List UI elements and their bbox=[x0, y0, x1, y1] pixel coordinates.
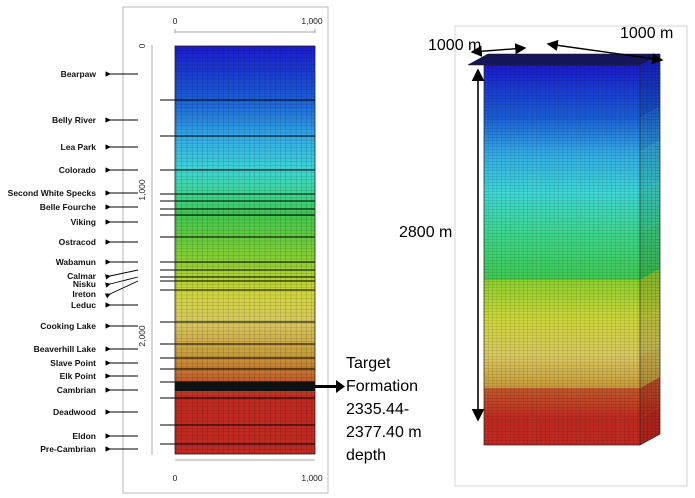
block-side-outline bbox=[639, 54, 661, 446]
formation-label: Pre-Cambrian bbox=[40, 444, 96, 454]
formation-label: Belly River bbox=[52, 115, 97, 125]
target-line-4: 2377.40 m bbox=[346, 424, 422, 441]
block-frame bbox=[454, 25, 688, 487]
formation-label: Ostracod bbox=[59, 237, 96, 247]
formation-label: Belle Fourche bbox=[40, 202, 96, 212]
formation-label: Deadwood bbox=[53, 407, 96, 417]
width-dimension-arrow bbox=[470, 43, 527, 57]
target-formation-band bbox=[175, 382, 315, 391]
depth-dimension-arrow bbox=[546, 39, 664, 65]
depth-axis-tick-0: 0 bbox=[137, 43, 147, 48]
formation-label: Ireton bbox=[72, 289, 96, 299]
block-3d-panel: 1000 m 1000 m 2800 m bbox=[399, 25, 688, 487]
height-label: 2800 m bbox=[399, 224, 452, 241]
block-front-grid bbox=[484, 65, 640, 445]
formation-label: Nisku bbox=[73, 279, 96, 289]
top-axis-tick-1000: 1,000 bbox=[301, 16, 323, 26]
formation-arrow bbox=[104, 280, 139, 299]
formation-label: Colorado bbox=[59, 165, 96, 175]
formation-label: Calmar bbox=[67, 271, 97, 281]
target-arrow-head bbox=[336, 380, 345, 393]
target-line-3: 2335.44- bbox=[346, 401, 409, 418]
formation-label: Leduc bbox=[71, 300, 96, 310]
formation-label: Elk Point bbox=[60, 371, 97, 381]
block-side-grid bbox=[640, 54, 660, 445]
depth-axis-tick-2000: 2,000 bbox=[137, 325, 147, 347]
left-column-panel: 0 1,000 0 1,000 0 1,000 2,000 Bearpaw Bel… bbox=[8, 6, 329, 494]
column-grid bbox=[175, 46, 315, 454]
formation-label: Eldon bbox=[72, 431, 96, 441]
column-outline bbox=[174, 45, 316, 455]
depth-label: 1000 m bbox=[620, 25, 673, 42]
formation-label: Lea Park bbox=[61, 142, 97, 152]
formation-label: Bearpaw bbox=[61, 69, 97, 79]
formation-arrow bbox=[104, 276, 139, 288]
column-horizons bbox=[160, 99, 315, 445]
formation-label: Cooking Lake bbox=[40, 321, 96, 331]
target-line-2: Formation bbox=[346, 378, 418, 395]
formation-label: Second White Specks bbox=[8, 188, 97, 198]
bottom-axis-tick-1000: 1,000 bbox=[301, 473, 323, 483]
formation-label: Slave Point bbox=[50, 358, 96, 368]
formation-label: Viking bbox=[71, 217, 96, 227]
block-side-shade bbox=[640, 54, 660, 445]
formation-label: Wabamun bbox=[56, 257, 96, 267]
bottom-axis-tick-0: 0 bbox=[173, 473, 178, 483]
panel-frame bbox=[122, 6, 329, 494]
depth-axis-tick-1000: 1,000 bbox=[137, 179, 147, 201]
formation-labels: Bearpaw Belly River Lea Park Colorado Second… bbox=[8, 69, 139, 454]
top-axis-tick-0: 0 bbox=[173, 16, 178, 26]
formation-label: Beaverhill Lake bbox=[34, 344, 97, 354]
formation-arrow bbox=[105, 269, 139, 280]
width-label: 1000 m bbox=[428, 37, 481, 54]
target-annotation: Target Formation 2335.44- 2377.40 m dept… bbox=[315, 355, 422, 464]
target-line-5: depth bbox=[346, 447, 386, 464]
target-line-1: Target bbox=[346, 355, 391, 372]
formation-label: Cambrian bbox=[57, 385, 96, 395]
